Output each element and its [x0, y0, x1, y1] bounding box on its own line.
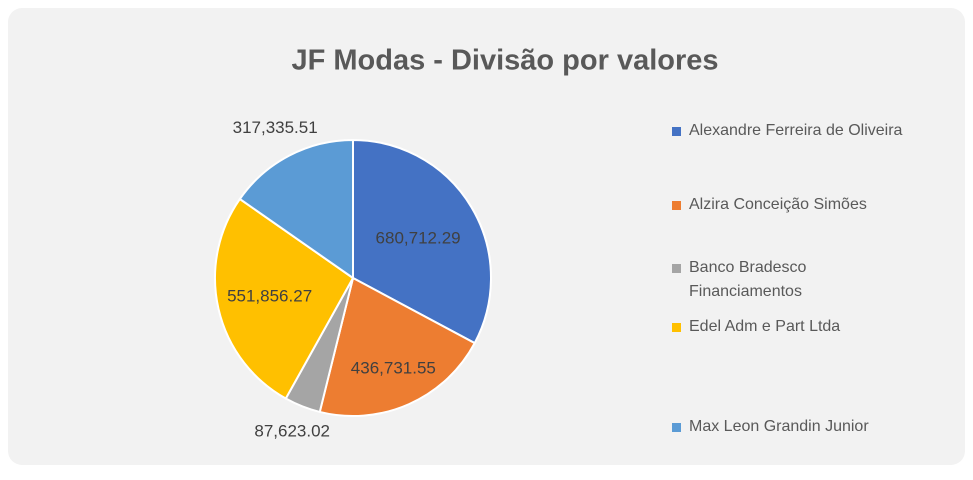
data-label: 317,335.51 [233, 118, 318, 137]
legend-swatch [672, 323, 681, 332]
legend-label: Alexandre Ferreira de Oliveira [689, 122, 903, 139]
legend-swatch [672, 201, 681, 210]
data-label: 680,712.29 [376, 228, 461, 247]
pie-slice [352, 138, 492, 345]
legend-label: Edel Adm e Part Ltda [689, 318, 841, 335]
legend-item: Alzira Conceição Simões [672, 193, 932, 217]
data-label: 87,623.02 [254, 422, 330, 441]
legend-swatch [672, 423, 681, 432]
data-label: 551,856.27 [227, 287, 312, 306]
pie-slice [318, 276, 477, 417]
legend-label: Max Leon Grandin Junior [689, 418, 869, 435]
legend-item: Edel Adm e Part Ltda [672, 315, 932, 339]
legend-swatch [672, 264, 681, 273]
legend-label: Banco Bradesco Financiamentos [689, 259, 807, 300]
legend-item: Max Leon Grandin Junior [672, 415, 932, 439]
pie-slice [214, 197, 355, 400]
pie-slice [238, 138, 354, 280]
data-label: 436,731.55 [351, 358, 436, 377]
chart-title: JF Modas - Divisão por valores [291, 45, 718, 77]
legend-item: Banco Bradesco Financiamentos [672, 256, 932, 304]
legend-swatch [672, 127, 681, 136]
legend-label: Alzira Conceição Simões [689, 196, 867, 213]
legend-item: Alexandre Ferreira de Oliveira [672, 119, 932, 143]
